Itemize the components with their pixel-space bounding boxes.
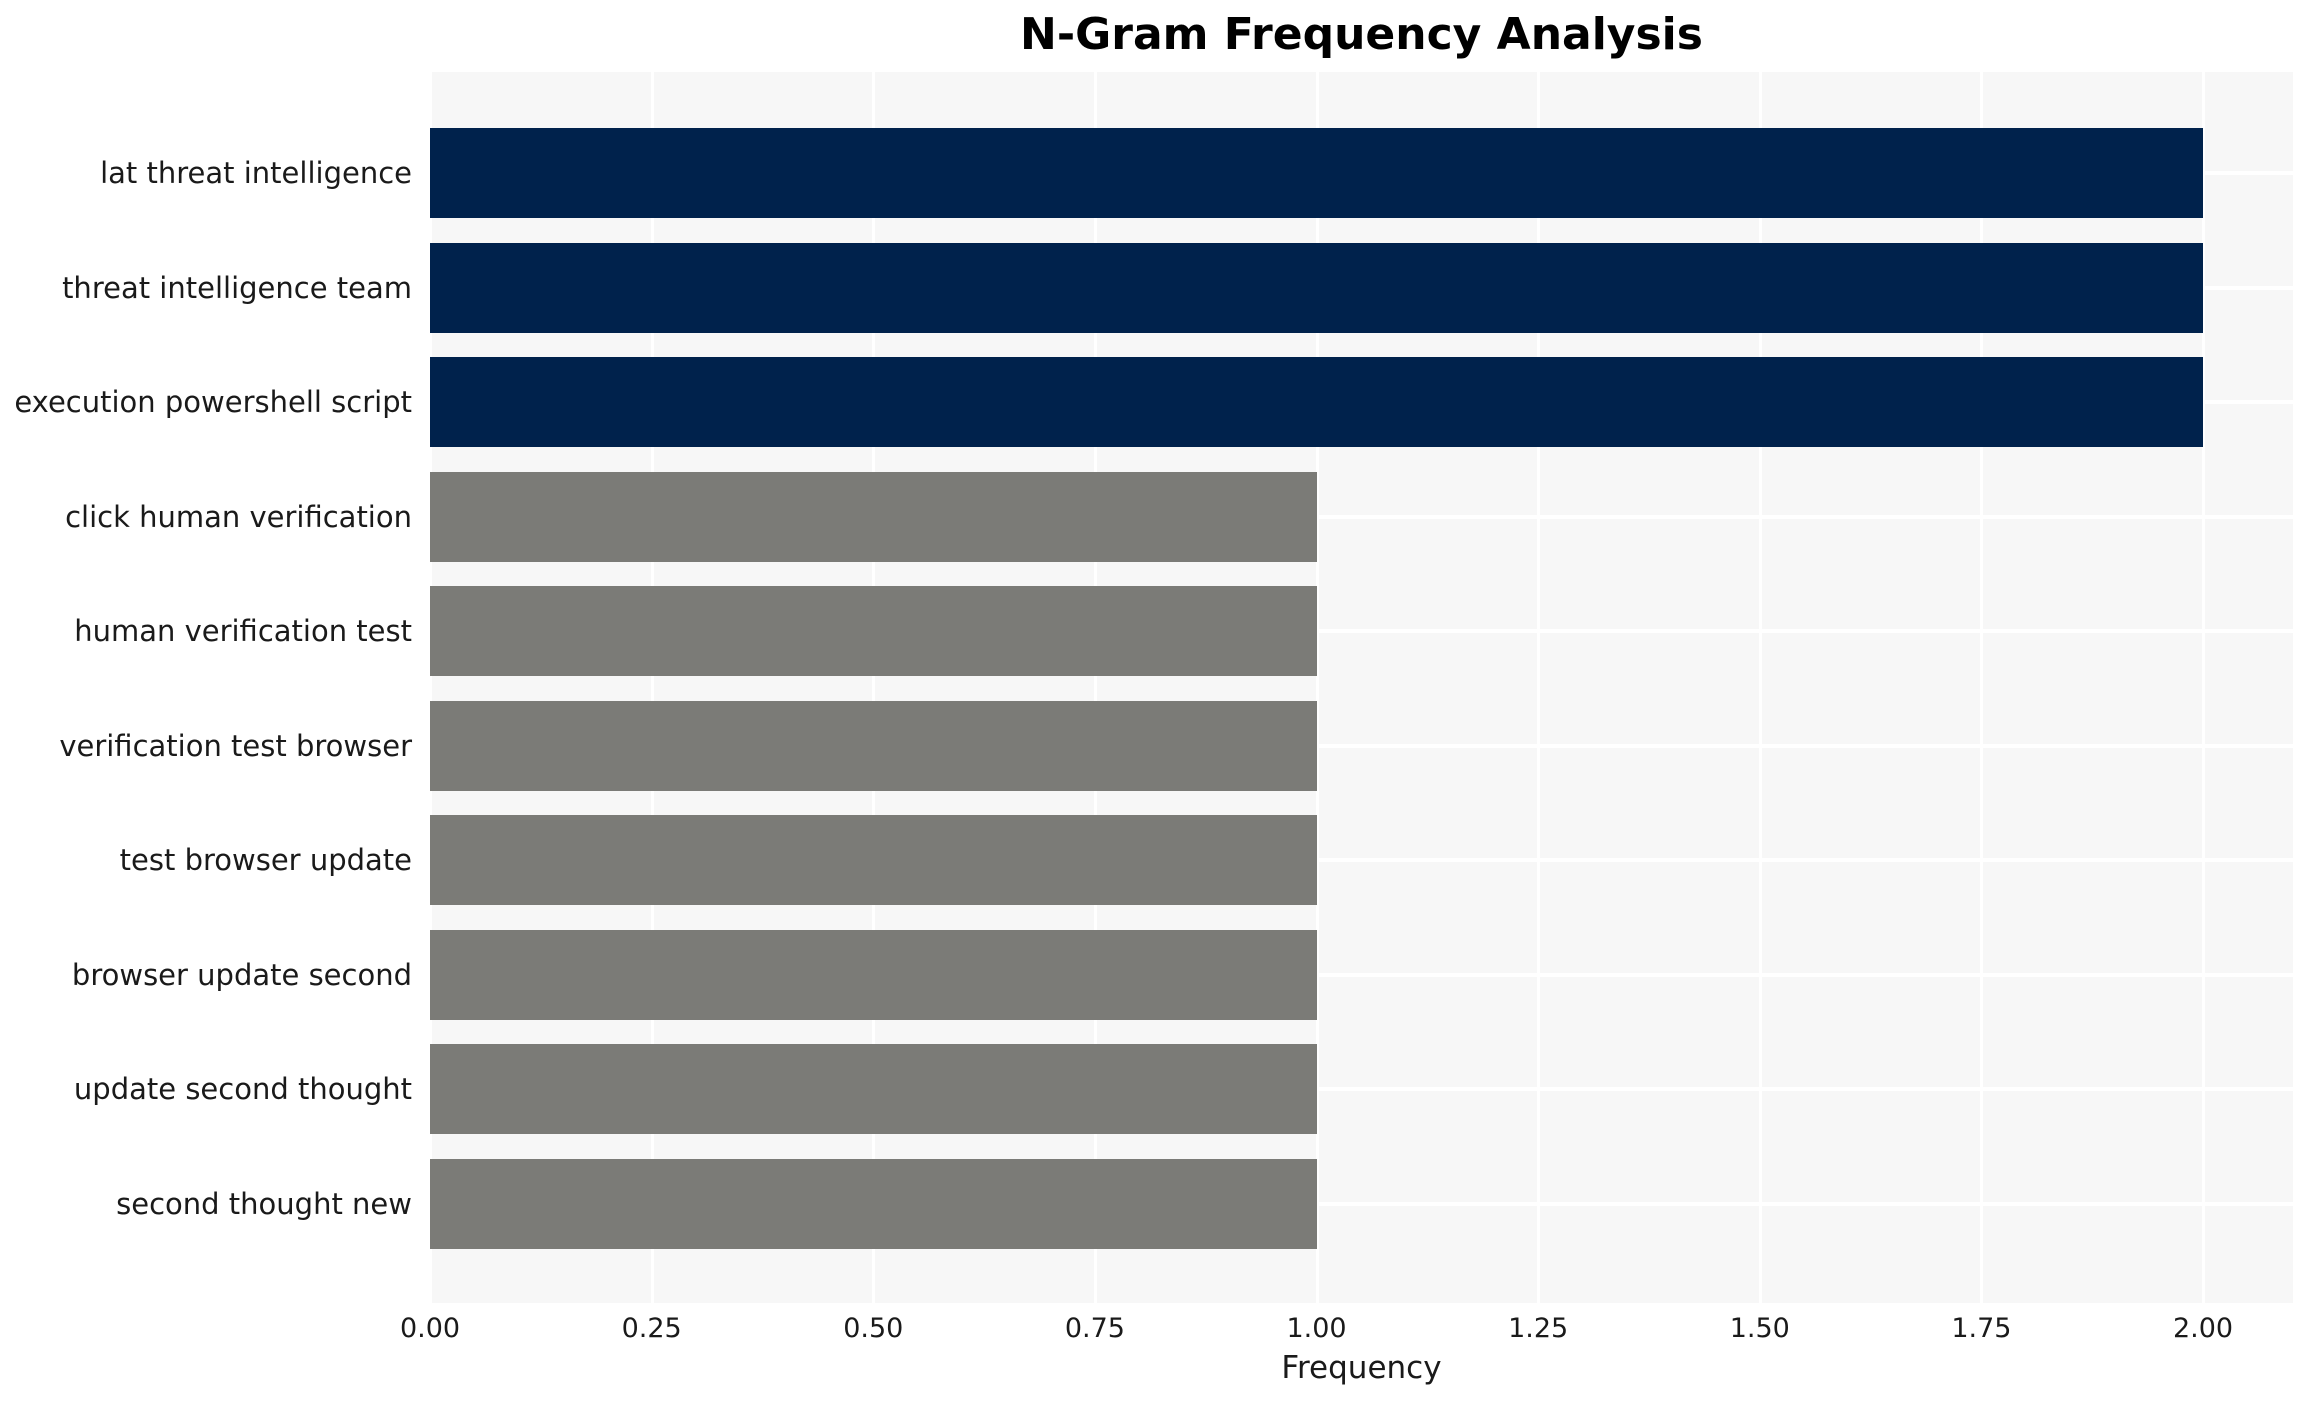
bar	[430, 586, 1317, 676]
x-gridline	[650, 72, 654, 1303]
bar	[430, 700, 1317, 791]
x-tick-label: 0.00	[399, 1313, 461, 1344]
y-gridline	[430, 1087, 2293, 1091]
plot-area	[429, 72, 2293, 1303]
y-tick-label: browser update second	[71, 957, 412, 992]
bar	[430, 471, 1317, 562]
x-gridline	[429, 72, 432, 1303]
y-tick-label: test browser update	[119, 843, 412, 877]
y-tick-label: click human verification	[65, 499, 412, 534]
y-gridline	[430, 514, 2293, 519]
y-tick-label: human verification test	[74, 614, 412, 648]
x-gridline	[1315, 72, 1319, 1303]
bar	[430, 128, 2203, 218]
x-tick-label: 0.25	[621, 1313, 682, 1344]
x-gridline	[872, 72, 876, 1303]
x-tick-label: 2.00	[2172, 1313, 2234, 1344]
bar	[430, 242, 2203, 333]
x-gridline	[1093, 72, 1097, 1303]
y-gridline	[430, 858, 2293, 862]
bar	[430, 1158, 1317, 1249]
bar	[430, 815, 1317, 905]
x-gridline	[1980, 72, 1984, 1303]
x-tick-label: 1.50	[1729, 1313, 1790, 1344]
y-gridline	[430, 972, 2293, 977]
y-tick-label: threat intelligence team	[62, 270, 412, 305]
y-tick-label: lat threat intelligence	[100, 156, 412, 190]
x-axis-label: Frequency	[1281, 1350, 1442, 1386]
x-tick-label: 1.75	[1951, 1313, 2012, 1344]
y-tick-label: update second thought	[73, 1072, 412, 1106]
y-gridline	[430, 629, 2293, 633]
bar	[430, 929, 1317, 1020]
x-tick-label: 1.25	[1508, 1313, 1569, 1344]
x-gridline	[1758, 72, 1762, 1303]
x-gridline	[1537, 72, 1541, 1303]
y-tick-label: execution powershell script	[14, 385, 412, 419]
x-gridline	[2202, 72, 2205, 1303]
bar	[430, 1044, 1317, 1134]
chart-title: N-Gram Frequency Analysis	[1020, 9, 1703, 60]
y-tick-label: second thought new	[116, 1186, 412, 1221]
x-tick-label: 0.75	[1064, 1313, 1125, 1344]
y-gridline	[430, 743, 2293, 748]
y-tick-label: verification test browser	[59, 728, 412, 763]
y-gridline	[430, 1201, 2293, 1206]
x-tick-label: 1.00	[1286, 1313, 1347, 1344]
bar	[430, 357, 2203, 447]
x-tick-label: 0.50	[843, 1313, 904, 1344]
